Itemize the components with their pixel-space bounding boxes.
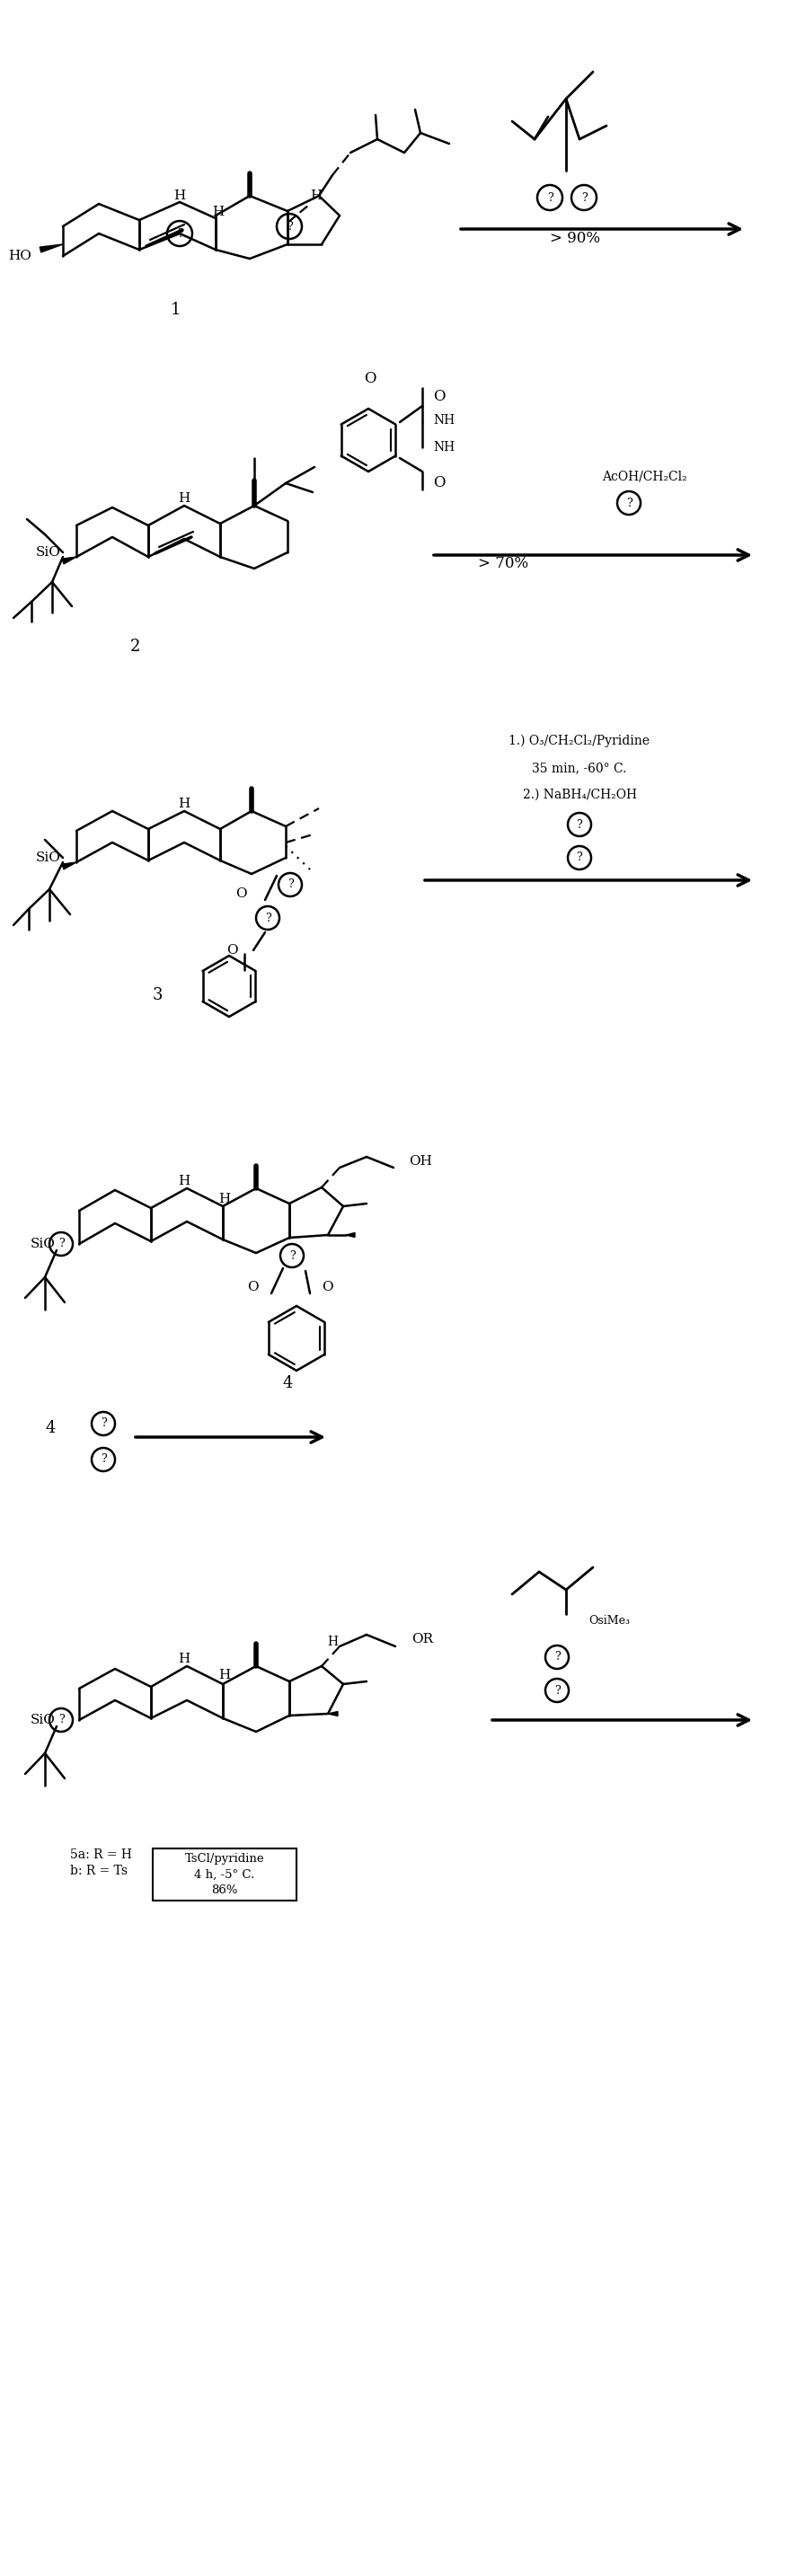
Text: b: R = Ts: b: R = Ts <box>70 1865 127 1878</box>
Text: 1.) O₃/CH₂Cl₂/Pyridine: 1.) O₃/CH₂Cl₂/Pyridine <box>509 734 650 747</box>
Polygon shape <box>346 1234 355 1236</box>
Text: O: O <box>236 886 247 899</box>
Text: H: H <box>219 1669 230 1682</box>
Text: 86%: 86% <box>212 1883 237 1896</box>
Text: H: H <box>178 799 190 811</box>
FancyBboxPatch shape <box>153 1850 296 1901</box>
Text: ?: ? <box>58 1239 64 1249</box>
Text: TsCl/pyridine: TsCl/pyridine <box>185 1852 264 1865</box>
Text: 4 h, -5° C.: 4 h, -5° C. <box>194 1868 255 1880</box>
Text: H: H <box>219 1193 230 1206</box>
Text: OH: OH <box>409 1154 432 1167</box>
Text: SiO: SiO <box>31 1236 56 1249</box>
Text: ?: ? <box>547 191 553 204</box>
Polygon shape <box>39 245 63 252</box>
Text: ?: ? <box>576 853 583 863</box>
Text: AcOH/CH₂Cl₂: AcOH/CH₂Cl₂ <box>602 469 687 482</box>
Text: O: O <box>247 1280 258 1293</box>
Text: H: H <box>310 191 322 201</box>
Text: ?: ? <box>625 497 632 510</box>
Text: ?: ? <box>101 1453 106 1466</box>
Text: NH: NH <box>433 415 455 428</box>
Text: HO: HO <box>8 250 31 263</box>
Text: ?: ? <box>176 227 183 240</box>
Text: > 70%: > 70% <box>478 556 528 572</box>
Text: 35 min, -60° C.: 35 min, -60° C. <box>532 762 627 775</box>
Text: H: H <box>327 1636 338 1649</box>
Text: O: O <box>433 477 445 492</box>
Text: OsiMe₃: OsiMe₃ <box>588 1615 630 1628</box>
Text: ?: ? <box>287 878 293 891</box>
Text: SiO: SiO <box>31 1713 56 1726</box>
Text: H: H <box>213 206 225 219</box>
Text: ?: ? <box>287 222 292 232</box>
Text: 4: 4 <box>45 1419 55 1437</box>
Text: ?: ? <box>554 1651 560 1664</box>
Text: O: O <box>226 943 237 956</box>
Text: 4: 4 <box>283 1376 292 1391</box>
Text: SiO: SiO <box>36 853 61 863</box>
Text: H: H <box>178 492 190 505</box>
Text: H: H <box>178 1654 190 1664</box>
Polygon shape <box>62 863 76 868</box>
Text: H: H <box>178 1175 190 1188</box>
Text: H: H <box>174 191 186 201</box>
Text: ?: ? <box>576 819 583 829</box>
Text: 2.) NaBH₄/CH₂OH: 2.) NaBH₄/CH₂OH <box>522 788 637 801</box>
Text: ?: ? <box>289 1249 295 1262</box>
Text: ?: ? <box>581 191 587 204</box>
Text: > 90%: > 90% <box>550 229 601 245</box>
Text: O: O <box>322 1280 333 1293</box>
Text: O: O <box>433 389 445 404</box>
Text: 1: 1 <box>170 301 180 317</box>
Text: 2: 2 <box>130 639 140 654</box>
Text: 5a: R = H: 5a: R = H <box>70 1850 132 1860</box>
Text: ?: ? <box>554 1685 560 1695</box>
Text: ?: ? <box>265 912 270 925</box>
Text: 3: 3 <box>152 987 163 1002</box>
Text: NH: NH <box>433 440 455 453</box>
Polygon shape <box>62 556 76 564</box>
Text: O: O <box>364 371 376 386</box>
Text: SiO: SiO <box>36 546 61 559</box>
Text: OR: OR <box>411 1633 433 1646</box>
Text: ?: ? <box>101 1417 106 1430</box>
Polygon shape <box>328 1710 338 1716</box>
Text: ?: ? <box>58 1713 64 1726</box>
